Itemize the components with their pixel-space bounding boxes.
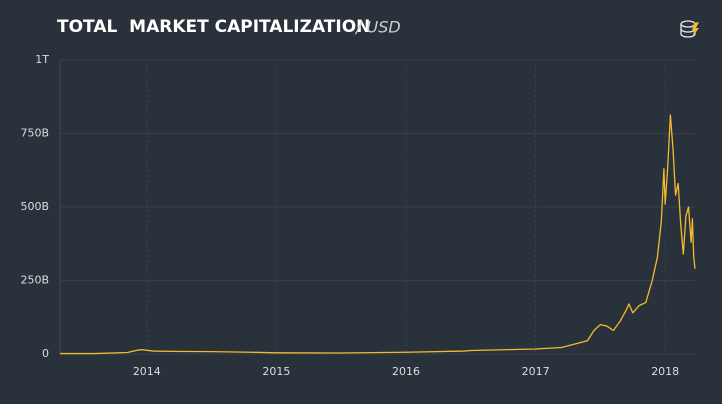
x-tick-label: 2015 <box>262 365 290 378</box>
logo-icon[interactable] <box>680 20 699 38</box>
y-tick-label: 750B <box>20 127 49 140</box>
x-tick-label: 2018 <box>651 365 679 378</box>
chart-title: TOTAL MARKET CAPITALIZATION <box>57 17 370 37</box>
x-tick-label: 2016 <box>392 365 420 378</box>
x-tick-label: 2017 <box>522 365 550 378</box>
x-tick-label: 2014 <box>133 365 161 378</box>
y-tick-label: 500B <box>20 200 49 213</box>
data-line <box>60 114 696 355</box>
y-tick-label: 0 <box>42 347 49 360</box>
chart-subtitle: / USD <box>354 18 401 37</box>
y-tick-label: 1T <box>35 53 49 66</box>
y-tick-label: 250B <box>20 274 49 287</box>
